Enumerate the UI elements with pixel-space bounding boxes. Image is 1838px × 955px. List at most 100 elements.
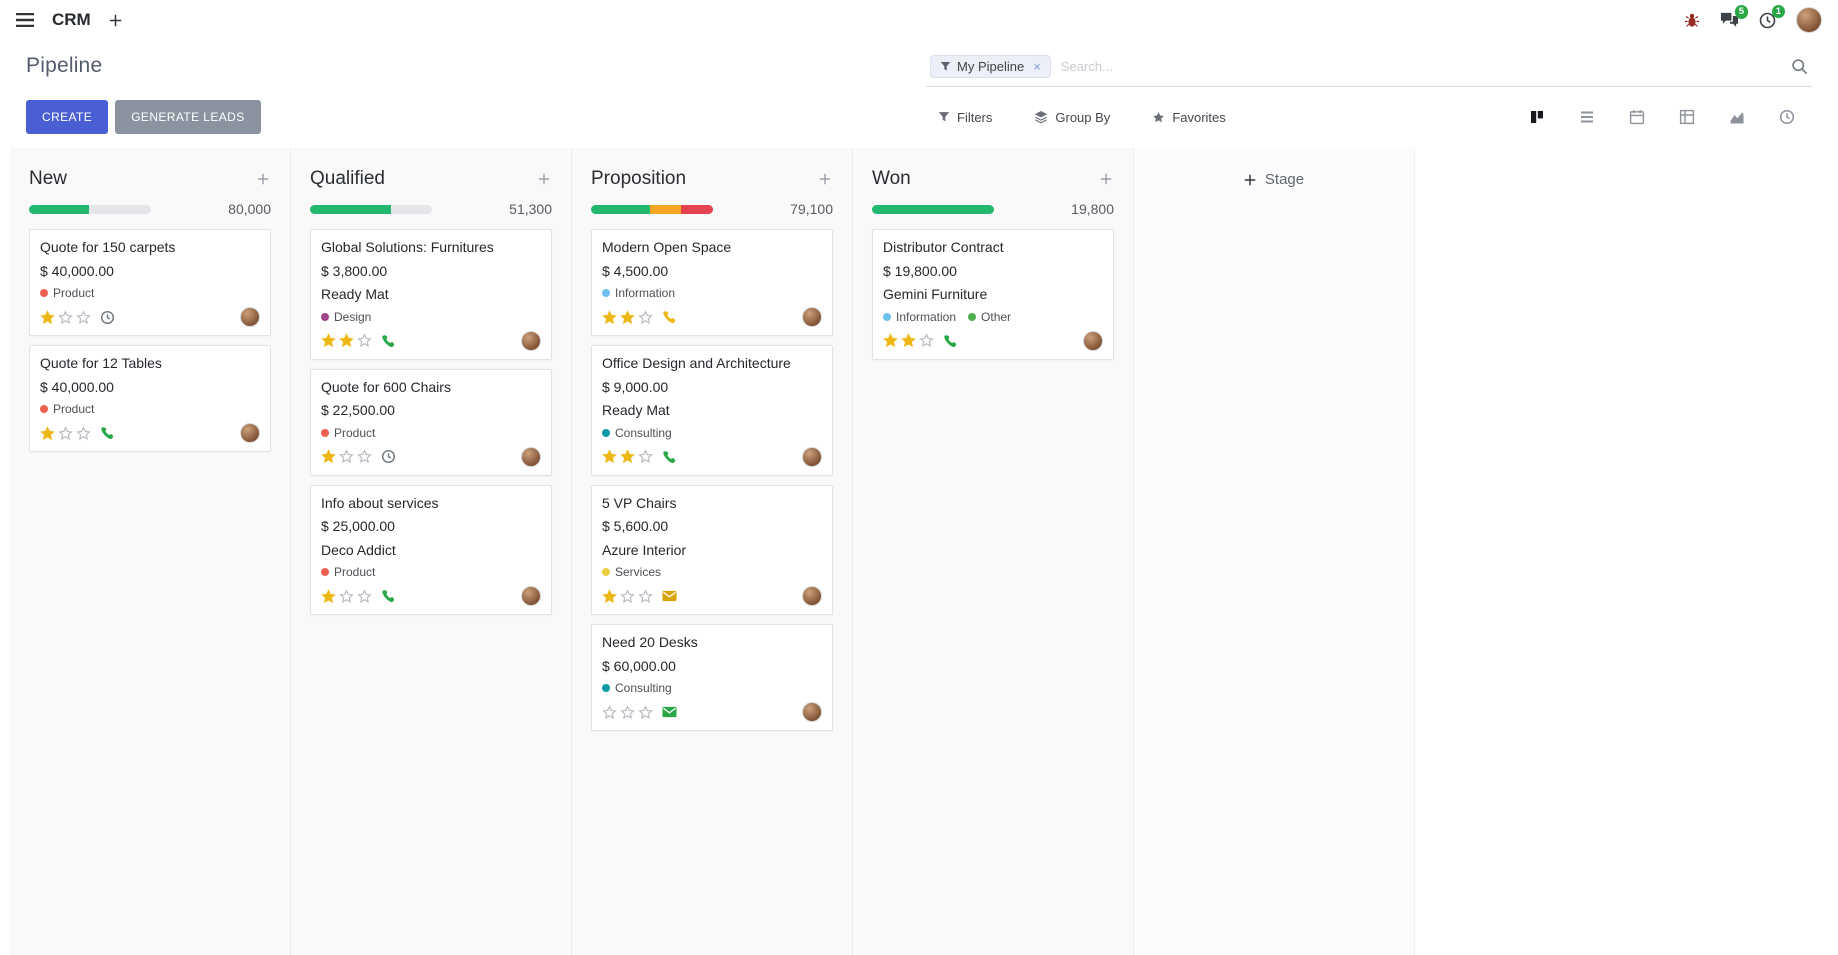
progress-segment[interactable] — [649, 204, 682, 214]
view-list-button[interactable] — [1562, 103, 1612, 131]
card-priority-stars[interactable] — [321, 333, 372, 348]
kanban-card[interactable]: Distributor Contract $ 19,800.00 Gemini … — [872, 229, 1114, 360]
card-activity-button[interactable] — [100, 310, 115, 325]
view-kanban-button[interactable] — [1512, 103, 1562, 131]
create-button[interactable]: CREATE — [26, 100, 109, 134]
priority-star-icon[interactable] — [620, 704, 635, 720]
card-activity-button[interactable] — [381, 449, 396, 464]
card-priority-stars[interactable] — [883, 333, 934, 348]
card-priority-stars[interactable] — [602, 449, 653, 464]
priority-star-icon[interactable] — [901, 333, 916, 348]
kanban-card[interactable]: Quote for 150 carpets $ 40,000.00 Produc… — [29, 229, 271, 336]
progress-segment[interactable] — [310, 204, 391, 214]
kanban-card[interactable]: 5 VP Chairs $ 5,600.00 Azure Interior Se… — [591, 484, 833, 615]
activities-button[interactable]: 1 — [1759, 4, 1785, 29]
card-priority-stars[interactable] — [40, 309, 91, 325]
group-by-button[interactable]: Group By — [1028, 109, 1116, 126]
card-owner-avatar[interactable] — [521, 446, 541, 467]
priority-star-icon[interactable] — [58, 309, 73, 325]
card-owner-avatar[interactable] — [521, 586, 541, 606]
priority-star-icon[interactable] — [620, 588, 635, 604]
card-owner-avatar[interactable] — [240, 307, 260, 327]
priority-star-icon[interactable] — [321, 588, 336, 604]
column-progressbar[interactable] — [591, 204, 713, 214]
priority-star-icon[interactable] — [620, 309, 635, 325]
priority-star-icon[interactable] — [638, 309, 653, 325]
view-graph-button[interactable] — [1712, 103, 1762, 131]
user-avatar[interactable] — [1796, 7, 1822, 33]
navbar-add-button[interactable] — [109, 14, 122, 27]
priority-star-icon[interactable] — [321, 333, 336, 348]
column-quick-add-button[interactable] — [1098, 171, 1114, 187]
priority-star-icon[interactable] — [357, 588, 372, 604]
priority-star-icon[interactable] — [58, 425, 73, 441]
priority-star-icon[interactable] — [40, 309, 55, 325]
kanban-card[interactable]: Quote for 600 Chairs $ 22,500.00 Product — [310, 368, 552, 476]
priority-star-icon[interactable] — [602, 309, 617, 325]
app-name[interactable]: CRM — [52, 10, 91, 29]
kanban-card[interactable]: Global Solutions: Furnitures $ 3,800.00 … — [310, 229, 552, 360]
card-owner-avatar[interactable] — [802, 446, 822, 467]
card-activity-button[interactable] — [381, 589, 395, 603]
column-quick-add-button[interactable] — [255, 171, 271, 187]
priority-star-icon[interactable] — [638, 704, 653, 720]
priority-star-icon[interactable] — [602, 704, 617, 720]
search-icon[interactable] — [1791, 58, 1808, 75]
priority-star-icon[interactable] — [357, 333, 372, 348]
kanban-card[interactable]: Quote for 12 Tables $ 40,000.00 Product — [29, 345, 271, 452]
column-quick-add-button[interactable] — [817, 171, 833, 187]
kanban-card[interactable]: Modern Open Space $ 4,500.00 Information — [591, 229, 833, 336]
card-priority-stars[interactable] — [321, 449, 372, 464]
priority-star-icon[interactable] — [76, 425, 91, 441]
column-progressbar[interactable] — [29, 204, 151, 214]
card-activity-button[interactable] — [100, 426, 114, 440]
priority-star-icon[interactable] — [321, 449, 336, 464]
search-facet[interactable]: My Pipeline × — [930, 55, 1051, 78]
card-owner-avatar[interactable] — [802, 702, 822, 722]
priority-star-icon[interactable] — [339, 449, 354, 464]
priority-star-icon[interactable] — [602, 449, 617, 464]
favorites-button[interactable]: Favorites — [1146, 109, 1231, 126]
card-owner-avatar[interactable] — [802, 586, 822, 606]
menu-toggle-button[interactable] — [16, 13, 34, 27]
card-priority-stars[interactable] — [40, 425, 91, 441]
priority-star-icon[interactable] — [357, 449, 372, 464]
priority-star-icon[interactable] — [638, 449, 653, 464]
add-stage-button[interactable]: Stage — [1238, 170, 1310, 189]
card-owner-avatar[interactable] — [802, 307, 822, 327]
filters-button[interactable]: Filters — [932, 109, 998, 126]
debug-button[interactable] — [1684, 12, 1700, 28]
column-quick-add-button[interactable] — [536, 171, 552, 187]
view-calendar-button[interactable] — [1612, 103, 1662, 131]
progress-segment[interactable] — [591, 204, 650, 214]
priority-star-icon[interactable] — [339, 333, 354, 348]
priority-star-icon[interactable] — [602, 588, 617, 604]
card-activity-button[interactable] — [381, 334, 395, 348]
card-priority-stars[interactable] — [321, 588, 372, 604]
progress-segment[interactable] — [872, 204, 994, 214]
progress-segment[interactable] — [681, 204, 713, 214]
card-activity-button[interactable] — [662, 590, 677, 602]
card-owner-avatar[interactable] — [1083, 330, 1103, 351]
priority-star-icon[interactable] — [339, 588, 354, 604]
card-priority-stars[interactable] — [602, 704, 653, 720]
priority-star-icon[interactable] — [40, 425, 55, 441]
card-priority-stars[interactable] — [602, 309, 653, 325]
card-owner-avatar[interactable] — [240, 423, 260, 443]
kanban-card[interactable]: Office Design and Architecture $ 9,000.0… — [591, 345, 833, 476]
priority-star-icon[interactable] — [76, 309, 91, 325]
priority-star-icon[interactable] — [638, 588, 653, 604]
card-activity-button[interactable] — [662, 706, 677, 718]
kanban-card[interactable]: Info about services $ 25,000.00 Deco Add… — [310, 484, 552, 615]
facet-remove-icon[interactable]: × — [1033, 59, 1041, 74]
card-priority-stars[interactable] — [602, 588, 653, 604]
priority-star-icon[interactable] — [919, 333, 934, 348]
column-progressbar[interactable] — [310, 204, 432, 214]
view-activity-button[interactable] — [1762, 103, 1812, 131]
generate-leads-button[interactable]: GENERATE LEADS — [115, 100, 261, 134]
view-pivot-button[interactable] — [1662, 103, 1712, 131]
messages-button[interactable]: 5 — [1720, 5, 1748, 28]
search-input[interactable] — [1050, 54, 1791, 79]
card-activity-button[interactable] — [943, 334, 957, 348]
card-owner-avatar[interactable] — [521, 330, 541, 351]
